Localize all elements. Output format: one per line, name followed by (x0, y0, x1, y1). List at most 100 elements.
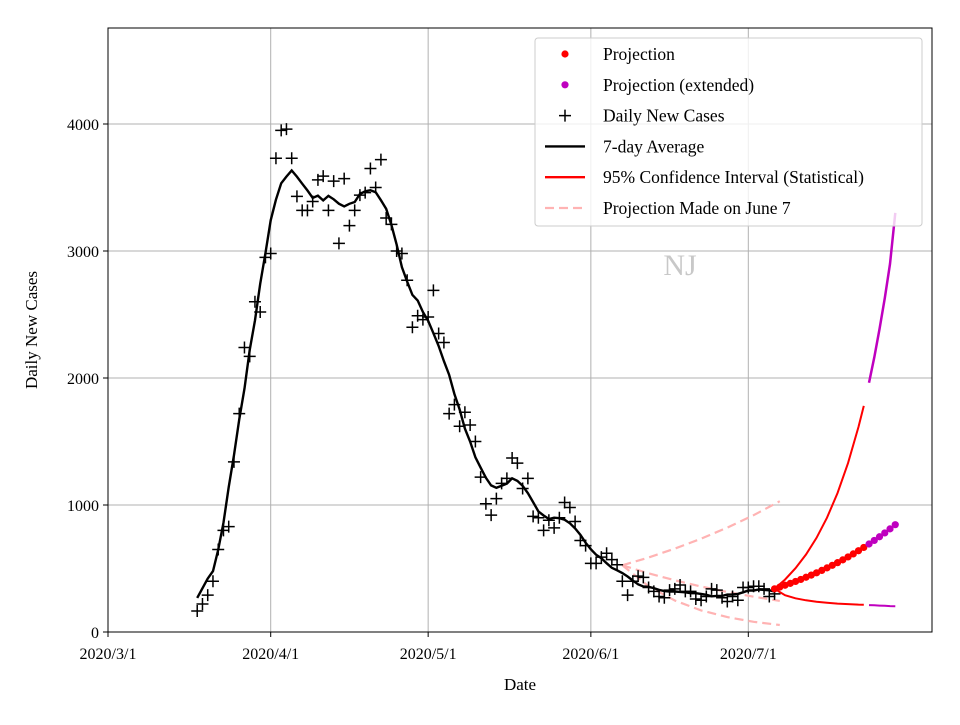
daily-case-point (521, 472, 534, 485)
daily-case-point (611, 558, 624, 571)
daily-case-point (563, 501, 576, 514)
daily-case-point (238, 341, 251, 354)
x-tick-label: 2020/3/1 (80, 646, 137, 663)
projection-point (849, 550, 857, 558)
y-axis: 0 1000 2000 3000 4000 (67, 117, 108, 642)
daily-case-point (590, 557, 603, 570)
daily-case-point (201, 589, 214, 602)
y-axis-label: Daily New Cases (22, 271, 41, 389)
x-tick-label: 2020/7/1 (720, 646, 777, 663)
daily-case-point (527, 510, 540, 523)
legend-entry-ci: 95% Confidence Interval (Statistical) (545, 167, 864, 187)
legend-label: Projection (603, 44, 675, 64)
daily-case-point (275, 124, 288, 137)
legend-label: Projection Made on June 7 (603, 198, 791, 218)
projection-extended-point (875, 533, 884, 541)
y-tick-label: 2000 (67, 371, 99, 388)
daily-case-point (301, 204, 314, 217)
daily-case-point (511, 457, 524, 470)
daily-case-point (338, 172, 351, 185)
daily-case-point (637, 571, 650, 584)
x-tick-label: 2020/5/1 (400, 646, 457, 663)
projection-extended-point (886, 525, 894, 533)
daily-case-point (658, 591, 671, 604)
daily-case-point (731, 594, 744, 607)
june7-projection-upper (621, 500, 781, 567)
daily-case-point (406, 321, 419, 334)
legend: Projection Projection (extended) Daily New… (534, 37, 923, 227)
x-tick-label: 2020/6/1 (562, 646, 619, 663)
daily-case-point (374, 153, 387, 166)
daily-case-point (569, 515, 582, 528)
daily-case-point (206, 575, 219, 588)
daily-case-point (280, 123, 293, 136)
daily-case-point (437, 336, 450, 349)
daily-case-point (485, 509, 498, 522)
legend-entry-projection: Projection (561, 44, 675, 64)
projection-extended-point (891, 521, 899, 529)
y-tick-label: 1000 (67, 498, 99, 515)
x-tick-label: 2020/4/1 (242, 646, 299, 663)
daily-case-point (763, 590, 776, 603)
legend-entry-avg: 7-day Average (545, 136, 704, 156)
daily-case-point (653, 590, 666, 603)
legend-entry-daily: Daily New Cases (559, 106, 725, 126)
daily-case-point (605, 553, 618, 566)
legend-label: Projection (extended) (603, 75, 754, 95)
daily-case-point (616, 575, 629, 588)
daily-case-point (600, 547, 613, 560)
projection-extended-point (865, 540, 873, 548)
daily-case-point (490, 492, 503, 505)
ci-upper-line (773, 405, 865, 590)
legend-marker-dot (561, 50, 569, 58)
plot-area (191, 123, 899, 627)
watermark-state: NJ (663, 249, 697, 282)
daily-case-point (327, 175, 340, 188)
daily-case-point (632, 570, 645, 583)
legend-label: 95% Confidence Interval (Statistical) (603, 167, 864, 187)
projection-point (839, 556, 847, 564)
daily-case-point (348, 204, 361, 217)
daily-case-point (548, 521, 561, 534)
legend-box (534, 37, 923, 227)
y-tick-label: 4000 (67, 117, 99, 134)
daily-case-point (537, 524, 550, 537)
daily-case-point (248, 295, 261, 308)
daily-case-point (343, 219, 356, 232)
x-axis: 2020/3/1 2020/4/1 2020/5/1 2020/6/1 2020/7/1 (80, 632, 777, 663)
ci-lower-line (773, 587, 864, 606)
projection-point (854, 547, 863, 555)
x-axis-label: Date (504, 675, 536, 694)
seven-day-average-line (196, 168, 775, 599)
daily-case-point (705, 582, 718, 595)
daily-case-point (443, 407, 456, 420)
daily-case-point (710, 584, 723, 597)
daily-case-point (558, 496, 571, 509)
daily-case-point (322, 204, 335, 217)
daily-case-point (332, 237, 345, 250)
projection-extended-point (881, 529, 889, 537)
legend-label: Daily New Cases (603, 106, 725, 126)
projection-point (844, 553, 852, 561)
daily-case-point (621, 589, 634, 602)
daily-case-point (290, 190, 303, 203)
legend-entry-june7: Projection Made on June 7 (545, 198, 791, 218)
daily-case-point (364, 162, 377, 175)
daily-case-point (285, 152, 298, 165)
daily-case-point (506, 452, 519, 465)
daily-case-point (222, 520, 235, 533)
daily-case-point (721, 595, 734, 608)
daily-case-point (269, 152, 282, 165)
y-tick-label: 3000 (67, 244, 99, 261)
axes-frame (107, 27, 933, 633)
ci-lower-extended-line (868, 604, 896, 608)
y-tick-label: 0 (91, 625, 99, 642)
daily-case-point (674, 579, 687, 592)
legend-entry-projection_ext: Projection (extended) (561, 75, 754, 95)
daily-case-point (469, 435, 482, 448)
ci-upper-extended-line (867, 212, 897, 384)
daily-case-point (464, 418, 477, 431)
daily-case-point (427, 284, 440, 297)
daily-case-point (689, 592, 702, 605)
